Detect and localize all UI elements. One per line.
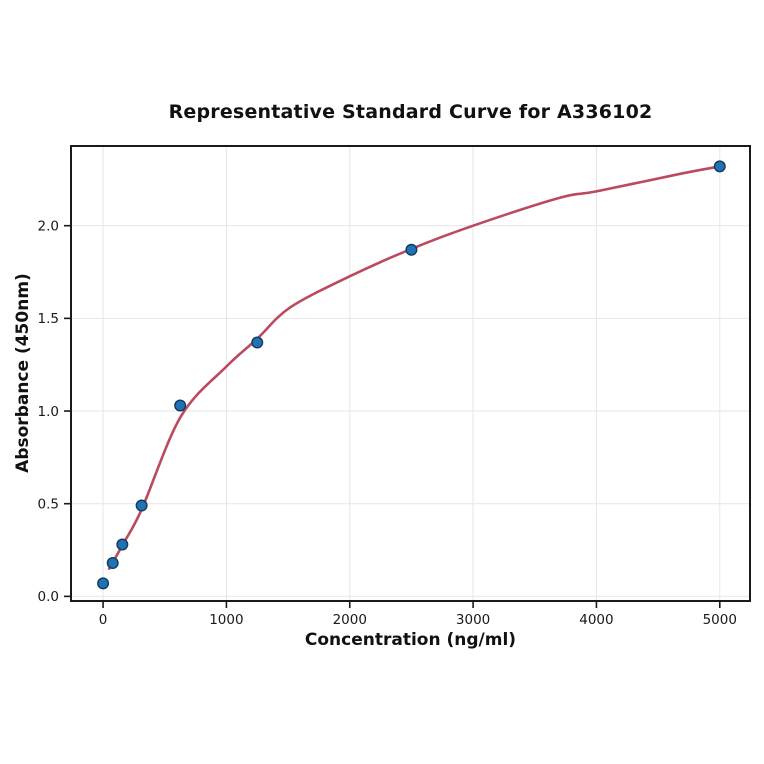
y-tick-label: 2.0 xyxy=(38,218,59,234)
y-tick-label: 0.5 xyxy=(38,496,59,512)
y-tick-label: 1.5 xyxy=(38,311,59,327)
x-tick-label: 0 xyxy=(99,612,108,628)
axes-border xyxy=(70,145,751,602)
fit-curve-line xyxy=(107,165,722,570)
y-tick-label: 1.0 xyxy=(38,404,59,420)
x-tick-label: 5000 xyxy=(703,612,737,628)
x-tick-label: 3000 xyxy=(456,612,490,628)
data-point xyxy=(405,243,418,256)
x-tick-label: 2000 xyxy=(333,612,367,628)
chart-title: Representative Standard Curve for A33610… xyxy=(168,101,653,123)
x-tick-label: 1000 xyxy=(209,612,243,628)
data-point xyxy=(106,557,119,570)
data-point xyxy=(713,160,726,173)
x-axis-label: Concentration (ng/ml) xyxy=(304,630,517,650)
data-point xyxy=(135,499,148,512)
data-point xyxy=(116,538,129,551)
y-tick-label: 0.0 xyxy=(38,589,59,605)
data-point xyxy=(174,399,187,412)
data-point xyxy=(97,577,110,590)
x-tick-label: 4000 xyxy=(579,612,613,628)
data-point xyxy=(251,336,264,349)
